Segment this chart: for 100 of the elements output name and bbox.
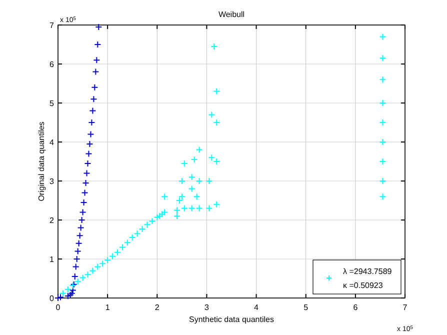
x-tick-label: 2 bbox=[154, 303, 160, 312]
point bbox=[379, 100, 386, 106]
point bbox=[156, 212, 164, 220]
point bbox=[92, 68, 100, 76]
point bbox=[79, 274, 86, 282]
y-tick-label: 6 bbox=[50, 60, 55, 69]
point bbox=[93, 56, 100, 64]
point bbox=[87, 130, 94, 138]
point bbox=[196, 146, 203, 154]
point bbox=[76, 232, 84, 240]
point bbox=[148, 218, 156, 225]
point bbox=[59, 290, 66, 297]
point bbox=[379, 138, 386, 146]
point bbox=[78, 216, 86, 224]
point bbox=[90, 96, 98, 103]
point bbox=[89, 267, 96, 274]
point bbox=[188, 185, 196, 192]
point bbox=[109, 252, 116, 260]
point bbox=[69, 286, 76, 294]
point bbox=[213, 88, 220, 95]
point bbox=[173, 206, 180, 214]
point bbox=[86, 140, 94, 148]
point bbox=[193, 193, 200, 200]
x-axis-title: Synthetic data quantiles bbox=[189, 315, 274, 324]
point bbox=[158, 210, 166, 218]
x-tick-label: 3 bbox=[204, 303, 210, 312]
point bbox=[56, 294, 64, 301]
point bbox=[379, 33, 386, 40]
chart-title: Weibull bbox=[218, 10, 245, 19]
y-tick-label: 4 bbox=[50, 138, 55, 147]
x-tick-label: 7 bbox=[402, 303, 408, 312]
point bbox=[118, 244, 126, 251]
x-tick-label: 4 bbox=[254, 303, 260, 312]
y-tick-label: 7 bbox=[50, 21, 55, 30]
point bbox=[54, 294, 62, 302]
point bbox=[77, 224, 84, 232]
point bbox=[154, 214, 161, 221]
point bbox=[94, 263, 102, 270]
point bbox=[379, 158, 386, 165]
point bbox=[206, 178, 213, 184]
point bbox=[95, 23, 102, 30]
point bbox=[89, 107, 96, 114]
point bbox=[74, 248, 82, 255]
point bbox=[94, 41, 102, 48]
point bbox=[196, 204, 203, 212]
x-tick-label: 1 bbox=[105, 303, 110, 312]
point bbox=[176, 197, 183, 204]
point bbox=[190, 156, 198, 164]
point bbox=[379, 54, 386, 62]
point bbox=[84, 160, 92, 167]
point bbox=[85, 150, 92, 158]
point bbox=[379, 119, 386, 126]
point bbox=[144, 221, 151, 228]
point bbox=[180, 160, 188, 167]
point bbox=[188, 174, 196, 181]
y-tick-label: 0 bbox=[50, 294, 55, 303]
point bbox=[128, 234, 136, 242]
point bbox=[210, 42, 218, 50]
legend-label: λ =2943.7589 κ =0.50923 bbox=[343, 267, 392, 290]
point bbox=[73, 256, 80, 262]
point bbox=[213, 119, 220, 126]
point bbox=[81, 189, 88, 196]
point bbox=[208, 111, 216, 118]
point bbox=[91, 84, 98, 91]
y-tick-label: 1 bbox=[50, 255, 55, 264]
point bbox=[178, 193, 186, 200]
point bbox=[173, 212, 180, 220]
point bbox=[188, 204, 196, 212]
point bbox=[72, 263, 80, 270]
point bbox=[64, 286, 72, 293]
point bbox=[213, 200, 220, 208]
y-tick-label: 5 bbox=[50, 99, 55, 108]
point bbox=[161, 193, 168, 200]
point bbox=[124, 239, 131, 246]
point bbox=[379, 193, 386, 200]
point bbox=[82, 179, 90, 186]
x-tick-label: 5 bbox=[304, 303, 309, 312]
point bbox=[84, 271, 92, 278]
point bbox=[379, 76, 386, 84]
point bbox=[71, 273, 78, 280]
point bbox=[74, 278, 82, 286]
y-axis-title: Original data quantiles bbox=[37, 122, 46, 202]
point bbox=[83, 170, 90, 177]
point bbox=[104, 256, 112, 264]
point bbox=[180, 204, 188, 212]
point bbox=[206, 204, 213, 212]
point bbox=[88, 119, 96, 126]
point bbox=[379, 178, 386, 184]
point bbox=[99, 260, 106, 268]
y-tick-label: 2 bbox=[50, 216, 55, 225]
point bbox=[161, 208, 168, 216]
point bbox=[64, 292, 72, 300]
y-tick-label: 3 bbox=[50, 177, 55, 186]
point bbox=[80, 198, 88, 206]
point bbox=[114, 248, 121, 256]
point bbox=[178, 178, 186, 184]
point bbox=[134, 230, 141, 238]
x-tick-label: 0 bbox=[56, 303, 61, 312]
point bbox=[196, 178, 203, 184]
point bbox=[79, 208, 86, 216]
